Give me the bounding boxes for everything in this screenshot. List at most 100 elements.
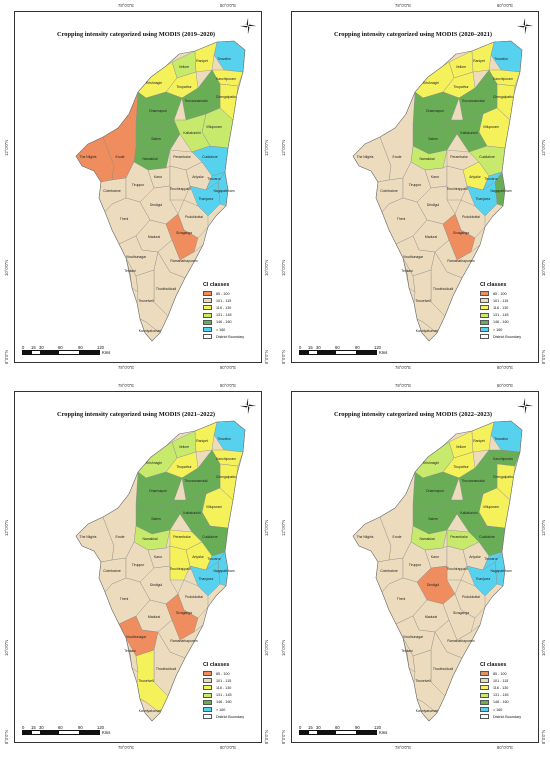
- legend-item: > 160: [203, 326, 244, 333]
- district-label: Tirupathur: [453, 85, 469, 89]
- district-label: Kanniyakumari: [139, 709, 162, 713]
- district-label: Salem: [428, 137, 438, 141]
- district-label: Kanniyakumari: [416, 709, 439, 713]
- district-label: Dharmapuri: [426, 109, 444, 113]
- district-label: Ramanathapuram: [447, 259, 474, 263]
- district-label: Pudukkottai: [185, 595, 203, 599]
- district-label: Salem: [151, 517, 161, 521]
- district-label: Dharmapuri: [426, 489, 444, 493]
- latitude-label: 10°0'0"N: [264, 259, 269, 276]
- district-label: Virudhunagar: [126, 635, 147, 639]
- scale-tick: 90: [355, 345, 360, 350]
- longitude-label: 78°0'0"E: [395, 745, 412, 750]
- longitude-label: 80°0'0"E: [220, 383, 237, 388]
- district-kallakurichi: [173, 493, 211, 533]
- district-kallakurichi: [450, 113, 488, 153]
- legend-label: 101 - 115: [493, 678, 509, 683]
- district-label: Ramanathapuram: [447, 639, 474, 643]
- legend-item: 116 - 130: [480, 684, 521, 691]
- district-label: Cuddalore: [202, 535, 218, 539]
- district-label: Kallakurichi: [183, 511, 201, 515]
- scale-unit: Kms: [379, 350, 388, 355]
- district-label: Salem: [151, 137, 161, 141]
- latitude-label: 12°0'0"N: [264, 139, 269, 156]
- scale-tick: 30: [39, 725, 44, 730]
- district-label: Virudhunagar: [403, 635, 424, 639]
- legend-swatch: [480, 291, 489, 297]
- district-label: Chengalpattu: [216, 475, 236, 479]
- district-label: Tenkasi: [124, 269, 136, 273]
- district-label: Krishnagiri: [146, 461, 162, 465]
- district-label: Thoothukkudi: [433, 287, 454, 291]
- legend-item: 131 - 145: [203, 312, 244, 319]
- legend-label: District Boundary: [493, 334, 522, 339]
- legend-item: 146 - 160: [480, 319, 521, 326]
- scale-tick: 30: [39, 345, 44, 350]
- district-label: Thanjavur: [198, 197, 214, 201]
- map-title: Cropping intensity categorized using MOD…: [333, 31, 493, 38]
- district-label: Krishnagiri: [146, 81, 162, 85]
- state-outline: [75, 420, 246, 722]
- district-label: Dindigul: [427, 203, 439, 207]
- legend-item: 101 - 115: [203, 297, 244, 304]
- legend-swatch: [480, 707, 489, 713]
- legend-label: > 160: [216, 707, 226, 712]
- district-label: Villupuram: [483, 505, 499, 509]
- district-label: Tiruvarur: [207, 557, 221, 561]
- district-label: Ramanathapuram: [170, 639, 197, 643]
- longitude-label: 78°0'0"E: [395, 3, 412, 8]
- legend: CI classes 85 - 100 101 - 115 116 - 130 131 …: [480, 282, 521, 340]
- longitude-label: 78°0'0"E: [118, 745, 135, 750]
- scale-bar: 0 15 30 60 90 120 Kms: [299, 345, 399, 355]
- scale-tick: 30: [316, 725, 321, 730]
- latitude-label: 10°0'0"N: [281, 259, 286, 276]
- scale-tick: 120: [374, 345, 381, 350]
- tamil-nadu-map: Tiruvallur Vellore Ranipet Kanchipuram Krish…: [75, 40, 246, 342]
- legend-item: 101 - 115: [203, 677, 244, 684]
- district-label: Tiruvarur: [484, 177, 498, 181]
- district-label: Tiruppur: [132, 183, 145, 187]
- district-label: Kallakurichi: [183, 131, 201, 135]
- district-label: Vellore: [179, 445, 189, 449]
- state-outline: [75, 40, 246, 342]
- scale-unit: Kms: [379, 730, 388, 735]
- legend-item-boundary: District Boundary: [203, 333, 244, 340]
- district-label: Nagapattinam: [213, 189, 234, 193]
- legend-label: 116 - 130: [216, 305, 232, 310]
- tamil-nadu-map: Tiruvallur Vellore Ranipet Kanchipuram Krish…: [352, 420, 523, 722]
- district-label: Sivaganga: [176, 611, 192, 615]
- district-label: Dindigul: [150, 203, 162, 207]
- legend-item: 116 - 130: [203, 304, 244, 311]
- latitude-label: 12°0'0"N: [4, 519, 9, 536]
- map-title: Cropping intensity categorized using MOD…: [333, 411, 493, 418]
- district-label: Erode: [392, 535, 401, 539]
- district-label: Dindigul: [427, 583, 439, 587]
- scale-unit: Kms: [102, 350, 111, 355]
- district-label: Villupuram: [206, 505, 222, 509]
- state-outline: [352, 40, 523, 342]
- legend-item: 146 - 160: [203, 699, 244, 706]
- legend-item: > 160: [480, 326, 521, 333]
- district-label: Theni: [397, 217, 406, 221]
- longitude-label: 78°0'0"E: [395, 365, 412, 370]
- legend-swatch: [203, 692, 212, 698]
- district-label: Erode: [115, 535, 124, 539]
- scale-tick: 60: [335, 345, 340, 350]
- district-label: Tiruvallur: [494, 437, 509, 441]
- map-panel: 78°0'0"E 78°0'0"E 80°0'0"E 80°0'0"E 12°0'0"N…: [277, 0, 550, 378]
- latitude-label: 8°0'0"N: [281, 730, 286, 744]
- longitude-label: 78°0'0"E: [395, 383, 412, 388]
- legend-item: 101 - 115: [480, 677, 521, 684]
- scale-tick: 60: [58, 725, 63, 730]
- district-label: Madurai: [148, 615, 160, 619]
- district-label: Thoothukkudi: [156, 667, 177, 671]
- legend-label: 131 - 145: [216, 693, 232, 698]
- longitude-label: 78°0'0"E: [118, 365, 135, 370]
- district-label: Sivaganga: [176, 231, 192, 235]
- district-label: Kallakurichi: [460, 131, 478, 135]
- legend-swatch: [480, 312, 489, 318]
- latitude-label: 12°0'0"N: [541, 519, 546, 536]
- district-label: Tiruppur: [409, 183, 422, 187]
- legend-swatch: [203, 312, 212, 318]
- latitude-label: 12°0'0"N: [281, 519, 286, 536]
